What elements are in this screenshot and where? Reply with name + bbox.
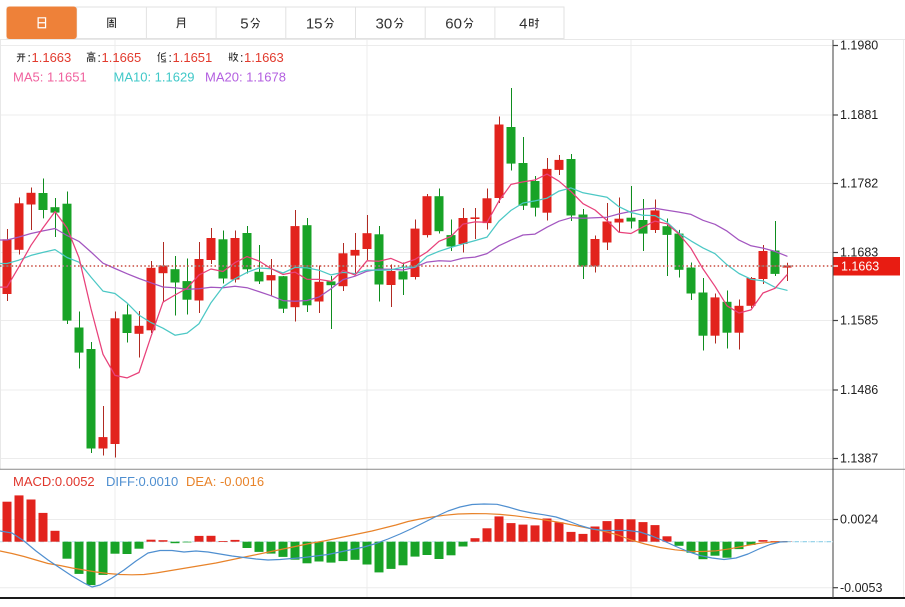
- svg-text:1.1683: 1.1683: [840, 246, 878, 260]
- svg-text:1.1881: 1.1881: [840, 108, 878, 122]
- svg-text:1.1980: 1.1980: [840, 39, 878, 53]
- svg-text:15: 15: [306, 16, 323, 33]
- svg-text:-0.0053: -0.0053: [840, 581, 882, 595]
- svg-text::: :: [168, 50, 172, 65]
- svg-text:DEA: -0.0016: DEA: -0.0016: [186, 474, 264, 489]
- svg-text:1.1387: 1.1387: [840, 452, 878, 466]
- svg-text:1.1665: 1.1665: [102, 50, 142, 65]
- svg-text:MA5: 1.1651: MA5: 1.1651: [13, 70, 87, 85]
- svg-text::: :: [240, 50, 244, 65]
- svg-text:1.1651: 1.1651: [173, 50, 213, 65]
- svg-text:MA10: 1.1629: MA10: 1.1629: [114, 70, 195, 85]
- svg-text:MA20: 1.1678: MA20: 1.1678: [205, 70, 286, 85]
- svg-text:5: 5: [240, 16, 248, 33]
- svg-text:1.1486: 1.1486: [840, 383, 878, 397]
- svg-text::: :: [97, 50, 101, 65]
- svg-text:DIFF:0.0010: DIFF:0.0010: [106, 474, 178, 489]
- svg-text:1.1663: 1.1663: [32, 50, 72, 65]
- svg-text:1.1585: 1.1585: [840, 314, 878, 328]
- svg-text::: :: [27, 50, 31, 65]
- svg-text:4: 4: [519, 16, 527, 33]
- svg-text:30: 30: [376, 16, 393, 33]
- svg-text:1.1663: 1.1663: [841, 260, 879, 274]
- svg-text:MACD:0.0052: MACD:0.0052: [13, 474, 95, 489]
- svg-text:0.0024: 0.0024: [840, 513, 878, 527]
- svg-text:60: 60: [445, 16, 462, 33]
- svg-text:1.1663: 1.1663: [244, 50, 284, 65]
- svg-text:1.1782: 1.1782: [840, 177, 878, 191]
